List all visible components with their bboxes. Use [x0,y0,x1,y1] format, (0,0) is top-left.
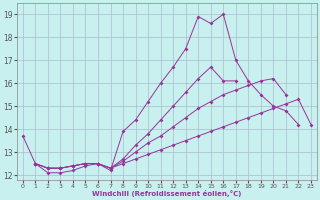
X-axis label: Windchill (Refroidissement éolien,°C): Windchill (Refroidissement éolien,°C) [92,190,242,197]
